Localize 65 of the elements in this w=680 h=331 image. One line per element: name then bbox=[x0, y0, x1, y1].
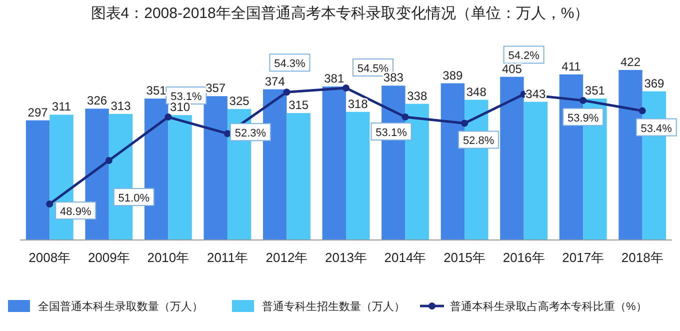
data-label: 313 bbox=[110, 98, 132, 113]
data-label: 411 bbox=[562, 59, 582, 74]
data-label: 311 bbox=[52, 100, 72, 114]
bar bbox=[322, 86, 346, 240]
x-tick-label: 2008年 bbox=[28, 250, 71, 265]
data-label: 53.1% bbox=[376, 127, 408, 140]
data-label: 422 bbox=[620, 54, 641, 69]
point bbox=[164, 114, 172, 121]
x-tick-label: 2009年 bbox=[88, 250, 130, 265]
data-label: 52.3% bbox=[234, 128, 266, 140]
data-label: 53.4% bbox=[640, 122, 672, 135]
data-label: 315 bbox=[288, 98, 309, 112]
data-label: 348 bbox=[466, 84, 487, 99]
bar bbox=[168, 115, 192, 240]
data-label: 383 bbox=[383, 70, 404, 85]
bar bbox=[524, 102, 548, 240]
bar bbox=[346, 112, 370, 240]
x-tick-label: 2013年 bbox=[325, 250, 367, 265]
data-label: 297 bbox=[28, 105, 48, 120]
data-label: 351 bbox=[146, 84, 167, 98]
data-label: 369 bbox=[644, 76, 665, 90]
data-label: 48.9% bbox=[60, 206, 92, 218]
data-label: 53.9% bbox=[567, 112, 599, 124]
point bbox=[46, 200, 54, 208]
point bbox=[342, 84, 350, 92]
point bbox=[105, 157, 112, 164]
legend-label: 普通专科生招生数量（万人） bbox=[262, 300, 405, 313]
bar bbox=[286, 113, 310, 240]
point bbox=[580, 96, 587, 104]
x-tick-label: 2012年 bbox=[266, 250, 308, 265]
bar bbox=[204, 96, 228, 240]
point bbox=[461, 120, 468, 127]
bar bbox=[618, 70, 642, 240]
data-label: 381 bbox=[324, 71, 344, 86]
legend-label: 全国普通本科生录取数量（万人） bbox=[38, 300, 203, 313]
data-label: 374 bbox=[264, 74, 286, 88]
bar bbox=[440, 83, 465, 240]
point bbox=[402, 114, 409, 121]
data-label: 351 bbox=[584, 84, 606, 98]
x-tick-label: 2011年 bbox=[206, 250, 248, 265]
data-label: 318 bbox=[348, 96, 368, 111]
bar bbox=[26, 120, 50, 240]
legend-label: 普通本科生录取占高考本专科比重（%） bbox=[450, 300, 647, 313]
chart-title: 图表4：2008-2018年全国普通高考本专科录取变化情况（单位：万人，%） bbox=[90, 5, 590, 22]
data-label: 357 bbox=[206, 81, 226, 96]
point bbox=[638, 107, 646, 114]
data-label: 52.8% bbox=[462, 135, 494, 148]
bar bbox=[500, 76, 524, 240]
x-tick-label: 2017年 bbox=[562, 250, 604, 265]
x-tick-label: 2014年 bbox=[384, 250, 426, 265]
data-label: 325 bbox=[229, 94, 250, 108]
x-tick-label: 2015年 bbox=[444, 250, 486, 265]
x-tick-label: 2010年 bbox=[147, 250, 190, 265]
bar bbox=[405, 104, 429, 240]
x-tick-label: 2018年 bbox=[621, 250, 664, 265]
point bbox=[283, 88, 290, 96]
x-tick-label: 2016年 bbox=[502, 250, 545, 265]
point bbox=[224, 130, 231, 138]
data-label: 326 bbox=[87, 94, 108, 108]
data-label: 54.3% bbox=[274, 58, 306, 70]
data-label: 51.0% bbox=[118, 192, 150, 205]
data-label: 405 bbox=[502, 62, 522, 76]
data-label: 338 bbox=[407, 88, 428, 103]
data-label: 389 bbox=[442, 68, 464, 82]
data-label: 54.2% bbox=[508, 50, 540, 62]
